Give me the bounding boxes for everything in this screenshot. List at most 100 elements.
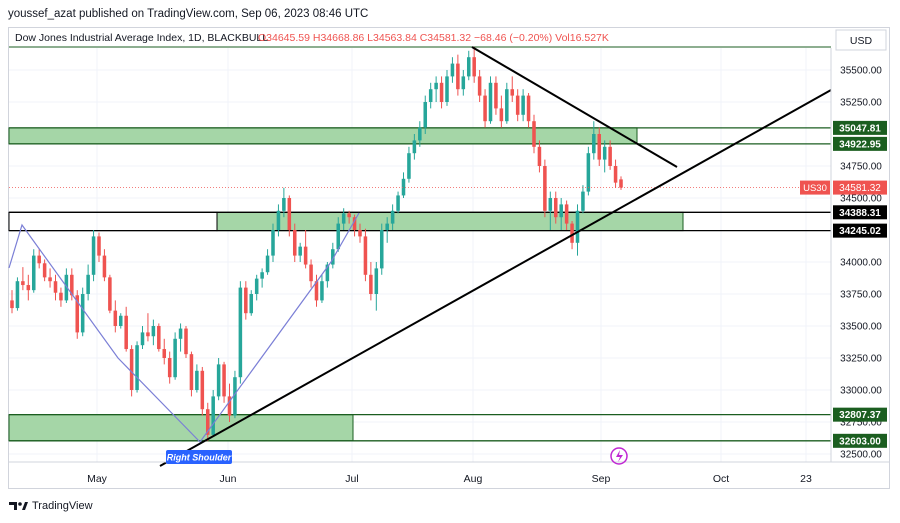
level-badge-label: 35047.81 [839,123,881,134]
candle-body [483,95,487,122]
candles [10,46,623,442]
chart-frame [8,27,890,489]
level-badge [833,407,887,422]
candle-body [537,146,542,166]
candle-body [244,287,248,314]
candle-body [195,370,199,390]
candle-body [157,326,161,350]
last-price-label: 34581.32 [839,183,881,194]
y-tick-label: 35250.00 [840,98,882,109]
chart-header: Dow Jones Industrial Average Index, 1D, … [15,29,887,51]
candle-body [352,217,357,230]
candle-body [233,377,237,416]
level-badge-label: 32807.37 [839,410,881,421]
trend-lines [8,46,832,467]
candle-body [75,295,80,333]
x-tick-label: May [87,473,108,485]
candle-body [227,396,232,416]
lightning-icon[interactable] [610,447,628,465]
candle-body [80,294,85,333]
candle-body [325,264,330,282]
x-tick-label: Aug [464,473,483,485]
candle-body [505,89,509,122]
candle-body [108,277,112,311]
candle-body [31,255,36,291]
candle-body [477,76,482,96]
candle-body [86,274,90,294]
candle-body [401,178,406,196]
level-badge-label: 34245.02 [839,226,881,237]
y-tick-label: 32500.00 [840,450,882,461]
y-tick-label: 33750.00 [840,290,882,301]
candle-body [173,338,177,378]
symbol-badge-label: US30 [803,183,827,194]
currency-label: USD [850,35,873,47]
level-badge [833,136,887,151]
candle-body [379,230,384,269]
candle-body [570,223,574,243]
candle-body [499,108,504,122]
level-badge [833,205,887,220]
candle-body [282,198,286,211]
candle-body [336,223,341,250]
candle-body [162,349,167,358]
candle-body [21,281,25,286]
currency-button[interactable] [835,29,887,51]
candle-body [178,328,183,339]
candle-body [265,255,270,273]
candle-body [189,354,194,390]
candle-body [347,213,351,218]
candle-body [472,57,476,77]
right-shoulder-label: Right Shoulder [167,453,232,463]
candle-body [59,292,63,301]
candle-body [407,153,411,179]
candle-body [276,210,281,230]
candle-body [271,230,275,256]
candle-body [37,255,41,264]
y-tick-label: 33000.00 [840,386,882,397]
candle-body [341,213,346,224]
rising-trend-line [159,89,832,467]
candle-body [205,409,210,435]
right-shoulder-label-bg [166,450,232,464]
falling-trend-line [471,46,678,168]
candle-body [15,281,20,309]
footer-brand: TradingView [32,500,93,512]
candle-body [53,281,58,293]
candle-body [488,82,493,122]
candle-body [363,236,368,275]
x-tick-label: Oct [713,473,729,485]
candle-body [146,332,150,337]
candle-body [450,63,455,77]
price-axis: 35500.00 35250.00 34750.00 34500.00 34000.00… [800,48,887,462]
candle-body [167,358,172,378]
candle-body [254,278,259,294]
candle-body [526,95,531,122]
candle-body [42,263,47,278]
candle-body [287,198,292,230]
candle-body [559,204,563,218]
candle-body [91,236,96,275]
symbol-badge [800,180,830,195]
candle-body [26,285,31,291]
candle-body [575,210,580,243]
candle-body [309,264,313,282]
candle-body [510,89,515,96]
candle-body [140,332,145,346]
candle-body [586,153,591,192]
x-tick-label: Sep [592,473,611,485]
candle-body [553,198,558,218]
candle-body [303,246,308,265]
y-tick-label: 33500.00 [840,322,882,333]
candle-body [358,230,362,237]
tradingview-logo-icon [9,502,28,510]
y-tick-label: 32750.00 [840,418,882,429]
candle-body [521,95,525,115]
last-price-badge [833,180,887,195]
y-tick-label: 34000.00 [840,258,882,269]
y-tick-label: 35500.00 [840,66,882,77]
y-tick-label: 34500.00 [840,194,882,205]
candle-body [548,198,553,211]
candle-body [434,82,438,90]
